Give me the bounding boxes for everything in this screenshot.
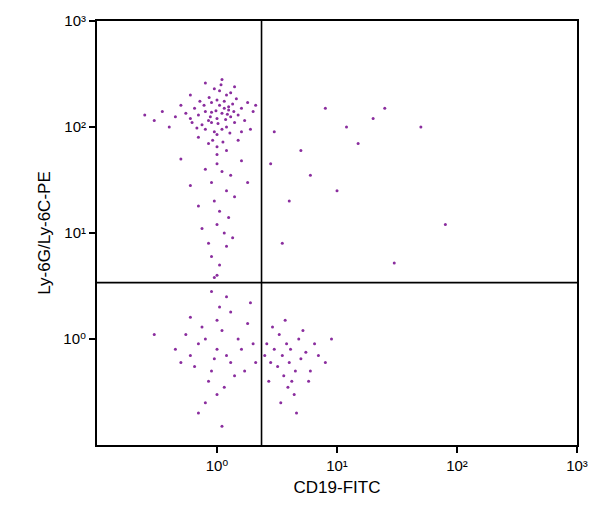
svg-text:10⁰: 10⁰ — [63, 330, 86, 347]
svg-text:10²: 10² — [446, 457, 468, 474]
svg-text:CD19-FITC: CD19-FITC — [294, 478, 381, 497]
svg-text:10⁰: 10⁰ — [206, 457, 229, 474]
svg-text:10¹: 10¹ — [326, 457, 348, 474]
svg-text:10³: 10³ — [64, 12, 86, 29]
svg-text:10²: 10² — [64, 118, 86, 135]
svg-text:Ly-6G/Ly-6C-PE: Ly-6G/Ly-6C-PE — [35, 171, 54, 294]
svg-text:10³: 10³ — [566, 457, 588, 474]
svg-text:10¹: 10¹ — [64, 224, 86, 241]
